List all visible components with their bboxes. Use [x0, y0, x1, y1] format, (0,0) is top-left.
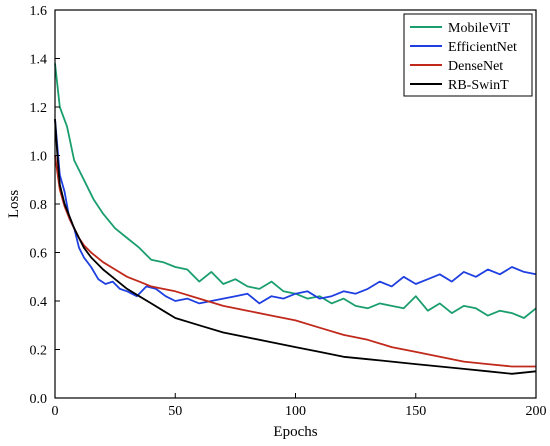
y-tick-label: 0.0	[30, 392, 48, 407]
y-tick-label: 0.8	[30, 198, 48, 213]
y-tick-label: 1.0	[30, 150, 48, 165]
legend: MobileViT EfficientNet DenseNet RB-SwinT	[403, 13, 533, 97]
x-tick-label: 100	[285, 404, 306, 419]
y-tick-label: 1.4	[30, 53, 48, 68]
x-tick-label: 50	[168, 404, 182, 419]
legend-label-2: DenseNet	[448, 59, 503, 74]
x-tick-label: 200	[526, 404, 547, 419]
series-line-1	[54, 119, 537, 305]
series-line-2	[54, 155, 536, 368]
legend-label-1: EfficientNet	[448, 40, 517, 55]
ticks-layer: 0 50 100 150 200 0.0 0.2 0.4 0.6 0.8 1.0 1.2 1.4 1.6	[30, 4, 547, 419]
legend-label-3: RB-SwinT	[448, 78, 509, 93]
legend-label-0: MobileViT	[448, 21, 511, 36]
y-tick-label: 1.6	[30, 4, 48, 19]
y-tick-label: 1.2	[30, 101, 48, 116]
series-line-3	[54, 119, 537, 375]
y-tick-label: 0.2	[30, 344, 48, 359]
series-layer	[54, 63, 537, 375]
x-axis-title: Epochs	[273, 424, 317, 440]
x-tick-label: 150	[405, 404, 426, 419]
y-axis-title: Loss	[6, 190, 22, 219]
y-tick-label: 0.6	[30, 247, 48, 262]
x-tick-label: 0	[52, 404, 59, 419]
y-tick-label: 0.4	[30, 295, 48, 310]
series-line-0	[54, 63, 537, 319]
